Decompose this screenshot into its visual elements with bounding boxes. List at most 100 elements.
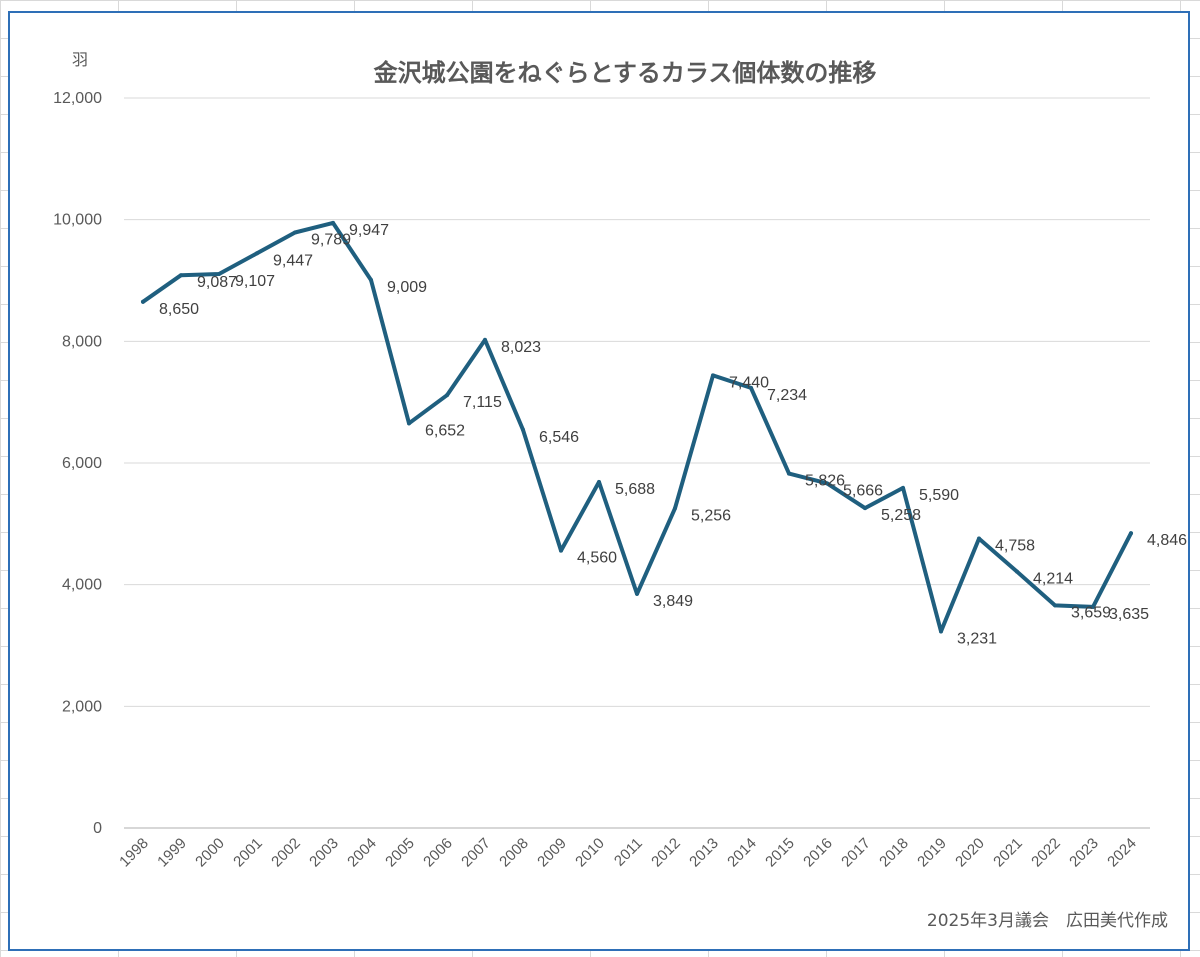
x-tick-label: 2000 — [192, 835, 228, 871]
data-label: 7,440 — [729, 374, 769, 391]
x-tick-label: 2013 — [686, 835, 722, 871]
series-line — [141, 220, 1133, 634]
data-point — [787, 471, 791, 476]
y-tick-label: 0 — [93, 820, 102, 837]
x-tick-label: 2007 — [458, 835, 494, 871]
data-label: 5,826 — [805, 473, 845, 490]
data-label: 4,214 — [1033, 571, 1073, 588]
data-label: 9,447 — [273, 252, 313, 269]
x-axis-ticks: 1998 1999 2000 2001 2002 2003 2004 2005 2006 2007… — [116, 835, 1140, 871]
data-point — [559, 548, 563, 553]
data-label: 8,023 — [501, 339, 541, 356]
data-label: 5,256 — [691, 507, 731, 524]
data-label: 9,107 — [235, 273, 275, 290]
data-label: 9,789 — [311, 232, 351, 249]
data-point — [445, 393, 449, 398]
y-tick-label: 10,000 — [53, 212, 102, 229]
data-point — [749, 385, 753, 390]
gridlines — [124, 97, 1150, 829]
data-point — [901, 485, 905, 490]
data-label: 9,009 — [387, 279, 427, 296]
data-point — [141, 299, 145, 304]
data-point — [711, 373, 715, 378]
data-point — [1015, 569, 1019, 574]
x-tick-label: 2011 — [611, 835, 646, 870]
y-tick-label: 8,000 — [62, 333, 102, 350]
data-point — [863, 506, 867, 511]
y-axis-unit-label: 羽 — [72, 50, 88, 69]
data-label: 3,231 — [957, 630, 997, 647]
x-tick-label: 2022 — [1028, 835, 1064, 871]
x-tick-label: 2018 — [876, 835, 912, 871]
data-point — [217, 271, 221, 276]
x-tick-label: 2014 — [724, 835, 760, 871]
data-point — [179, 273, 183, 278]
x-tick-label: 2017 — [838, 835, 874, 871]
chart-footer-note: 2025年3月議会 広田美代作成 — [927, 911, 1168, 931]
y-tick-label: 4,000 — [62, 577, 102, 594]
x-tick-label: 2002 — [268, 835, 304, 871]
data-label: 4,758 — [995, 538, 1035, 555]
data-point — [597, 479, 601, 484]
data-point — [369, 277, 373, 282]
data-point — [825, 481, 829, 486]
x-tick-label: 2024 — [1104, 835, 1140, 871]
data-point — [673, 506, 677, 511]
x-tick-label: 1998 — [116, 835, 152, 871]
data-point — [331, 220, 335, 225]
series-layer — [141, 220, 1133, 634]
y-axis-ticks: 0 2,000 4,000 6,000 8,000 10,000 12,000 — [53, 90, 102, 837]
data-point — [521, 427, 525, 432]
data-point — [483, 337, 487, 342]
x-tick-label: 2008 — [496, 835, 532, 871]
data-point — [255, 251, 259, 256]
data-label: 4,846 — [1147, 532, 1187, 549]
y-tick-label: 2,000 — [62, 698, 102, 715]
data-point — [1091, 604, 1095, 609]
data-label: 3,635 — [1109, 606, 1149, 623]
x-tick-label: 1999 — [154, 835, 190, 871]
data-label: 7,234 — [767, 387, 807, 404]
data-point — [1129, 531, 1133, 536]
data-label: 7,115 — [463, 394, 502, 411]
x-tick-label: 2021 — [990, 835, 1026, 871]
data-label: 5,666 — [843, 482, 883, 499]
y-tick-label: 12,000 — [53, 90, 102, 107]
data-point — [635, 591, 639, 596]
data-point — [977, 536, 981, 541]
x-tick-label: 2023 — [1066, 835, 1102, 871]
x-tick-label: 2006 — [420, 835, 456, 871]
data-label: 6,546 — [539, 429, 579, 446]
data-label: 6,652 — [425, 422, 465, 439]
chart-title: 金沢城公園をねぐらとするカラス個体数の推移 — [373, 59, 877, 87]
x-tick-label: 2005 — [382, 835, 418, 871]
data-point — [407, 421, 411, 426]
data-label: 4,560 — [577, 550, 617, 567]
x-tick-label: 2016 — [800, 835, 836, 871]
x-tick-label: 2020 — [952, 835, 988, 871]
data-label: 5,590 — [919, 487, 959, 504]
x-tick-label: 2019 — [914, 835, 950, 871]
data-label: 8,650 — [159, 301, 199, 318]
data-point — [293, 230, 297, 235]
data-label: 5,258 — [881, 507, 921, 524]
x-tick-label: 2001 — [230, 835, 266, 871]
x-tick-label: 2012 — [648, 835, 684, 871]
y-tick-label: 6,000 — [62, 455, 102, 472]
data-point — [939, 629, 943, 634]
line-chart: 金沢城公園をねぐらとするカラス個体数の推移 羽 0 2,000 4,000 6,000… — [53, 50, 1187, 931]
data-label: 3,659 — [1071, 604, 1111, 621]
data-point — [1053, 603, 1057, 608]
x-tick-label: 2010 — [572, 835, 608, 871]
data-label: 3,849 — [653, 593, 693, 610]
data-label: 5,688 — [615, 481, 655, 498]
data-label: 9,947 — [349, 222, 389, 239]
x-tick-label: 2009 — [534, 835, 570, 871]
data-label: 9,087 — [197, 274, 237, 291]
x-tick-label: 2004 — [344, 835, 380, 871]
x-tick-label: 2015 — [762, 835, 798, 871]
chart-container[interactable]: 金沢城公園をねぐらとするカラス個体数の推移 羽 0 2,000 4,000 6,000… — [8, 11, 1190, 951]
x-tick-label: 2003 — [306, 835, 342, 871]
